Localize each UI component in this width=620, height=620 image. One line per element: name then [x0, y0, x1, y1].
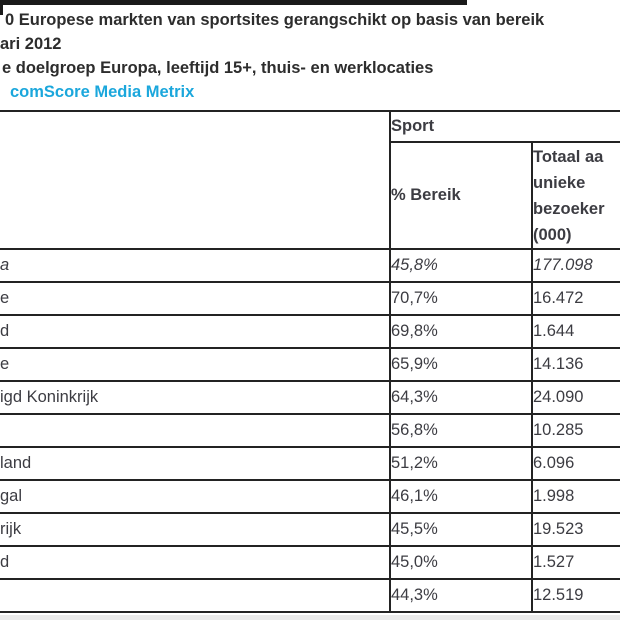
title-line-2: ari 2012: [0, 35, 62, 53]
market-cell: d: [0, 545, 391, 580]
reach-pct-cell: 45,5%: [389, 512, 533, 547]
table-row: a 45,8% 177.098: [0, 248, 620, 283]
reach-pct-cell: 45,0%: [389, 545, 533, 580]
market-cell: rijk: [0, 512, 391, 547]
market-cell: land: [0, 446, 391, 481]
table-row: d 69,8% 1.644: [0, 314, 620, 349]
total-visitors-cell: 12.519: [531, 578, 620, 613]
reach-pct-cell: 46,1%: [389, 479, 533, 514]
total-visitors-cell: 19.523: [531, 512, 620, 547]
total-visitors-cell: 24.090: [531, 380, 620, 415]
table-row: land 51,2% 6.096: [0, 446, 620, 481]
market-cell: igd Koninkrijk: [0, 380, 391, 415]
table-row: 44,3% 12.519: [0, 578, 620, 613]
table-row: d 45,0% 1.527: [0, 545, 620, 580]
total-visitors-cell: 6.096: [531, 446, 620, 481]
reach-pct-cell: 44,3%: [389, 578, 533, 613]
title-line-1: 0 Europese markten van sportsites gerang…: [5, 11, 545, 29]
reach-pct-cell: 51,2%: [389, 446, 533, 481]
table-row: igd Koninkrijk 64,3% 24.090: [0, 380, 620, 415]
reach-pct-cell: 69,8%: [389, 314, 533, 349]
title-line-3: e doelgroep Europa, leeftijd 15+, thuis-…: [2, 59, 434, 77]
market-column-header-empty: [0, 110, 391, 250]
total-visitors-cell: 16.472: [531, 281, 620, 316]
sport-group-header: Sport: [389, 110, 620, 143]
market-cell: d: [0, 314, 391, 349]
table-row: e 65,9% 14.136: [0, 347, 620, 382]
market-cell: [0, 578, 391, 613]
total-visitors-cell: 177.098: [531, 248, 620, 283]
source-credit: comScore Media Metrix: [10, 83, 195, 101]
table-row: gal 46,1% 1.998: [0, 479, 620, 514]
reach-pct-header: % Bereik: [389, 141, 533, 250]
reach-table: Sport % Bereik Totaal aa unieke bezoeker…: [0, 110, 620, 613]
reach-pct-cell: 45,8%: [389, 248, 533, 283]
market-cell: gal: [0, 479, 391, 514]
total-visitors-cell: 10.285: [531, 413, 620, 448]
total-visitors-cell: 1.527: [531, 545, 620, 580]
reach-pct-cell: 70,7%: [389, 281, 533, 316]
group-header-row: Sport: [0, 110, 620, 250]
sub-header-row: % Bereik Totaal aa unieke bezoeker (000): [0, 141, 620, 250]
bottom-edge-strip: [0, 615, 620, 620]
market-cell: a: [0, 248, 391, 283]
total-visitors-cell: 14.136: [531, 347, 620, 382]
reach-pct-cell: 56,8%: [389, 413, 533, 448]
top-border-bar: [0, 0, 467, 5]
total-visitors-cell: 1.644: [531, 314, 620, 349]
left-border-stub: [0, 0, 3, 15]
table-row: 56,8% 10.285: [0, 413, 620, 448]
reach-pct-cell: 65,9%: [389, 347, 533, 382]
market-cell: e: [0, 347, 391, 382]
market-cell: [0, 413, 391, 448]
table-row: rijk 45,5% 19.523: [0, 512, 620, 547]
total-visitors-cell: 1.998: [531, 479, 620, 514]
market-cell: e: [0, 281, 391, 316]
table-row: e 70,7% 16.472: [0, 281, 620, 316]
total-visitors-header: Totaal aa unieke bezoeker (000): [531, 141, 620, 250]
reach-pct-cell: 64,3%: [389, 380, 533, 415]
